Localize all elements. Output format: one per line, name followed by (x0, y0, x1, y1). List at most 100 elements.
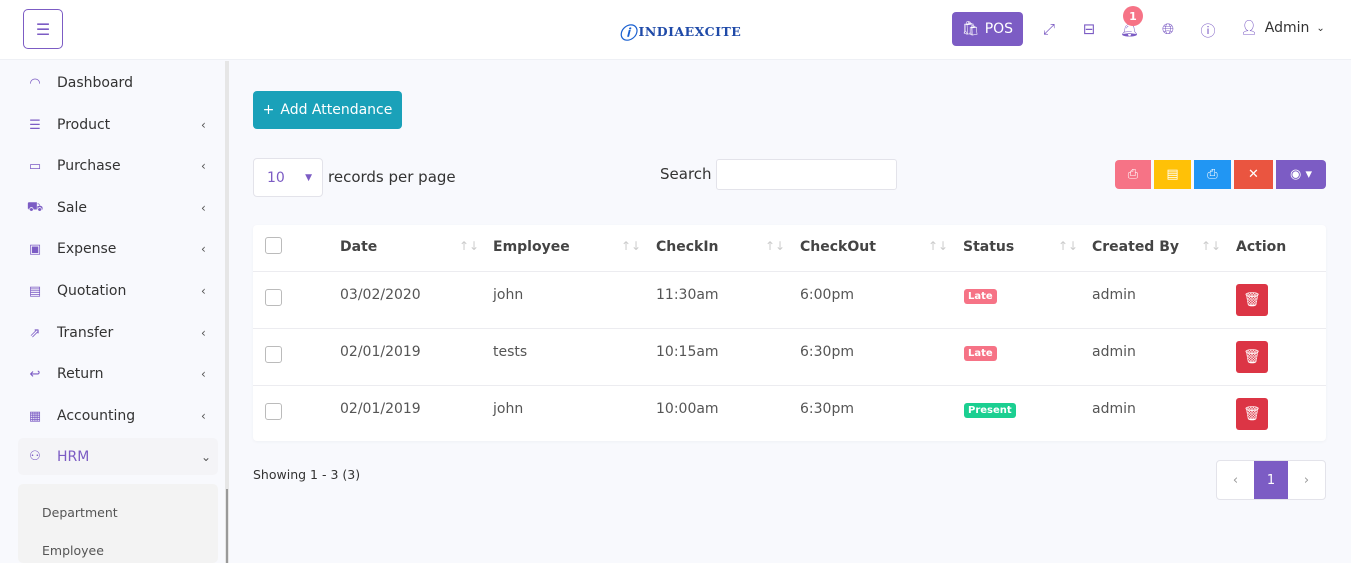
sidebar-item-label: Expense (57, 241, 117, 257)
search-input[interactable] (716, 159, 897, 190)
sidebar-item-transfer[interactable]: ⇗ Transfer ‹ (18, 314, 218, 352)
sort-icon[interactable]: ↑↓ (1201, 239, 1222, 253)
row-checkbox[interactable] (265, 403, 282, 420)
logo-text: INDIAEXCITE (638, 24, 742, 39)
sidebar-item-quotation[interactable]: ▤ Quotation ‹ (18, 272, 218, 310)
column-header-employee[interactable]: Employee (493, 239, 570, 255)
add-attendance-label: Add Attendance (280, 102, 393, 118)
info-icon[interactable]: ⓘ (1200, 22, 1216, 40)
globe-icon[interactable]: 🌐︎ (1161, 20, 1174, 38)
trash-icon: 🗑︎ (1243, 406, 1261, 422)
sidebar-item-sale[interactable]: ⛟ Sale ‹ (18, 189, 218, 227)
prev-page-button[interactable]: ‹ (1232, 472, 1239, 488)
row-divider (253, 328, 1326, 329)
cell-checkout: 6:30pm (800, 401, 854, 417)
logo-mark-icon: ⓘ (619, 24, 637, 44)
sidebar-item-product[interactable]: ☰ Product ‹ (18, 106, 218, 144)
logo[interactable]: ⓘ INDIAEXCITE (619, 19, 741, 44)
menu-toggle-button[interactable]: ☰ (23, 9, 63, 49)
menu-icon: ☰ (35, 19, 51, 39)
sort-icon[interactable]: ↑↓ (928, 239, 949, 253)
trash-icon: 🗑︎ (1243, 292, 1261, 308)
user-menu[interactable]: 👤︎ Admin ⌄ (1240, 20, 1325, 36)
column-header-status[interactable]: Status (963, 239, 1015, 255)
sidebar-item-accounting[interactable]: ▦ Accounting ‹ (18, 397, 218, 435)
column-header-created-by[interactable]: Created By (1092, 239, 1180, 255)
page-1-button[interactable]: 1 (1254, 461, 1288, 499)
sidebar-item-label: Purchase (57, 158, 121, 174)
cell-created-by: admin (1092, 287, 1136, 303)
fullscreen-icon[interactable]: ⤢ (1042, 20, 1055, 38)
status-badge: Late (964, 289, 997, 304)
notification-badge: 1 (1123, 6, 1143, 26)
print-button[interactable]: ⎙ (1194, 160, 1231, 189)
sidebar-item-label: Sale (57, 200, 87, 216)
cell-created-by: admin (1092, 344, 1136, 360)
print-icon: ⎙ (1207, 167, 1218, 182)
cart-icon: ⛟ (26, 199, 44, 215)
row-checkbox[interactable] (265, 346, 282, 363)
clear-button[interactable]: ✕ (1234, 160, 1273, 189)
submenu-item-employee[interactable]: Employee (42, 543, 104, 558)
sidebar-item-hrm[interactable]: ⚇ HRM ⌄ (18, 438, 218, 475)
sidebar: Department Employee ◠ Dashboard ☰ Product ‹ ▭… (0, 61, 228, 563)
chevron-left-icon: ‹ (201, 326, 206, 340)
pos-button[interactable]: 🛍 POS (952, 12, 1023, 46)
column-header-checkin[interactable]: CheckIn (656, 239, 719, 255)
trash-icon: 🗑︎ (1243, 349, 1261, 365)
sidebar-item-label: Accounting (57, 408, 136, 424)
cell-checkout: 6:30pm (800, 344, 854, 360)
users-icon: ⚇ (29, 449, 41, 464)
column-visibility-button[interactable]: ◉ ▾ (1276, 160, 1326, 189)
per-page-label: records per page (328, 168, 456, 186)
sort-icon[interactable]: ↑↓ (765, 239, 786, 253)
sidebar-item-label: Return (57, 366, 104, 382)
dashboard-icon: ◠ (29, 75, 41, 91)
select-all-checkbox[interactable] (265, 237, 282, 254)
sidebar-item-label: Quotation (57, 283, 127, 299)
delete-button[interactable]: 🗑︎ (1236, 284, 1268, 316)
sidebar-item-label: Transfer (57, 325, 114, 341)
list-icon: ☰ (29, 117, 41, 133)
sidebar-item-dashboard[interactable]: ◠ Dashboard (18, 64, 218, 102)
share-icon: ⇗ (29, 325, 41, 341)
sidebar-item-expense[interactable]: ▣ Expense ‹ (18, 230, 218, 268)
sidebar-item-purchase[interactable]: ▭ Purchase ‹ (18, 147, 218, 185)
pdf-export-button[interactable]: ⎙ (1115, 160, 1151, 189)
cell-checkin: 10:15am (656, 344, 719, 360)
row-divider (253, 385, 1326, 386)
chevron-left-icon: ‹ (201, 367, 206, 381)
sort-icon[interactable]: ↑↓ (621, 239, 642, 253)
delete-button[interactable]: 🗑︎ (1236, 341, 1268, 373)
basket-icon[interactable]: ⊟ (1082, 20, 1096, 38)
column-header-date[interactable]: Date (340, 239, 378, 255)
cell-created-by: admin (1092, 401, 1136, 417)
submenu-item-department[interactable]: Department (42, 505, 118, 520)
records-per-page-select[interactable]: 10 ▼ (253, 158, 323, 197)
sidebar-item-label: Product (57, 117, 111, 133)
sort-icon[interactable]: ↑↓ (1058, 239, 1079, 253)
cell-checkin: 10:00am (656, 401, 719, 417)
chevron-left-icon: ‹ (201, 201, 206, 215)
sidebar-scrollbar[interactable] (225, 61, 229, 563)
next-page-button[interactable]: › (1303, 472, 1310, 488)
pdf-export-icon: ⎙ (1127, 167, 1139, 182)
column-header-checkout[interactable]: CheckOut (800, 239, 876, 255)
add-attendance-button[interactable]: + Add Attendance (253, 91, 402, 129)
delete-button[interactable]: 🗑︎ (1236, 398, 1268, 430)
top-header: ☰ ⓘ INDIAEXCITE 🛍 POS ⤢ ⊟ 🔔︎ 1 🌐︎ ⓘ 👤︎ Admi… (0, 0, 1351, 60)
return-icon: ↩ (29, 366, 41, 382)
sort-icon[interactable]: ↑↓ (459, 239, 480, 253)
document-icon: ▤ (28, 283, 42, 299)
sidebar-item-return[interactable]: ↩ Return ‹ (18, 355, 218, 393)
user-icon: 👤︎ (1240, 20, 1258, 36)
excel-export-button[interactable]: ▤ (1154, 160, 1191, 189)
excel-export-icon: ▤ (1166, 167, 1179, 182)
cell-employee: tests (493, 344, 528, 360)
chevron-left-icon: ‹ (201, 409, 206, 423)
cell-checkout: 6:00pm (800, 287, 854, 303)
pagination: ‹ 1 › (1216, 460, 1326, 500)
cell-date: 02/01/2019 (340, 401, 421, 417)
chevron-left-icon: ‹ (201, 242, 206, 256)
row-checkbox[interactable] (265, 289, 282, 306)
